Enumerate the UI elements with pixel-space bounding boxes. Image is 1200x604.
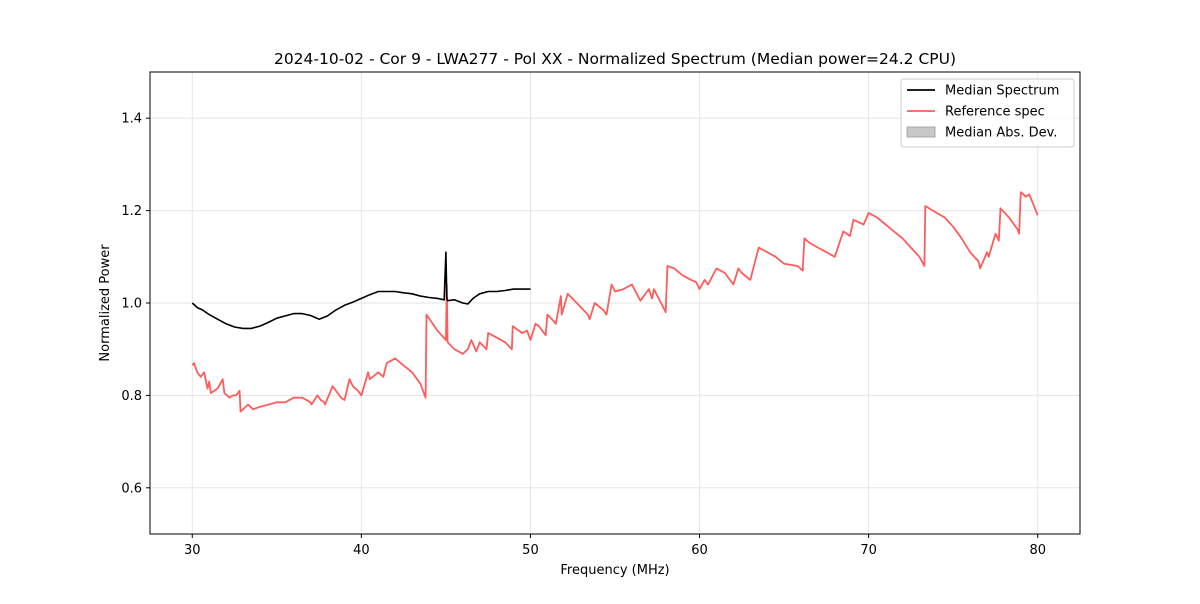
x-tick-label: 50 bbox=[522, 543, 539, 558]
legend-swatch bbox=[906, 126, 936, 138]
x-tick-label: 80 bbox=[1029, 543, 1046, 558]
y-tick-label: 0.8 bbox=[121, 389, 142, 404]
legend-label: Median Spectrum bbox=[945, 84, 1059, 99]
chart-title: 2024-10-02 - Cor 9 - LWA277 - Pol XX - N… bbox=[274, 50, 956, 68]
legend-label: Reference spec bbox=[945, 105, 1045, 120]
x-tick-label: 60 bbox=[691, 543, 708, 558]
x-tick-label: 70 bbox=[860, 543, 877, 558]
axis-ticks: 30 40 50 60 70 80 0.6 0.8 1.0 1.2 1.4 bbox=[121, 112, 1046, 558]
reference-spec-line bbox=[191, 191, 1039, 413]
x-tick-label: 40 bbox=[353, 543, 370, 558]
x-axis-label: Frequency (MHz) bbox=[560, 563, 669, 578]
legend-box bbox=[900, 78, 1075, 148]
y-tick-label: 0.6 bbox=[121, 481, 142, 496]
x-tick-label: 30 bbox=[184, 543, 201, 558]
y-tick-label: 1.2 bbox=[121, 204, 142, 219]
series-layer bbox=[191, 191, 1039, 413]
y-axis-label: Normalized Power bbox=[98, 244, 113, 362]
y-tick-label: 1.4 bbox=[121, 112, 142, 127]
y-tick-label: 1.0 bbox=[121, 297, 142, 312]
median-spectrum-line bbox=[191, 251, 531, 330]
legend-label: Median Abs. Dev. bbox=[945, 126, 1057, 141]
legend: Median Spectrum Reference spec Median Abs.… bbox=[900, 78, 1075, 148]
